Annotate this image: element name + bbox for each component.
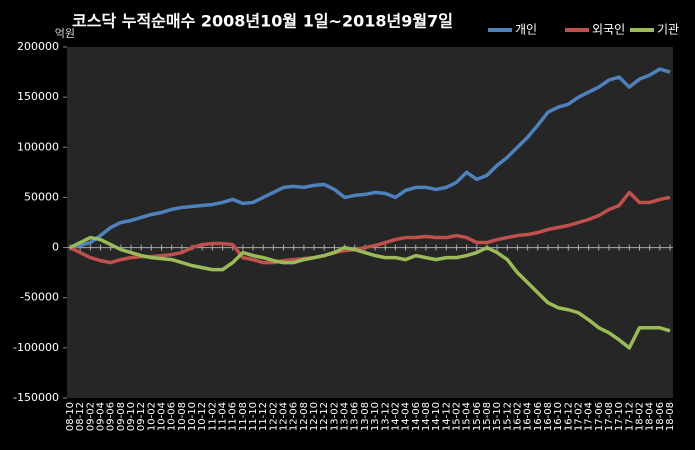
x-tick-label: 10-06	[167, 402, 178, 431]
x-tick-label: 14-08	[421, 402, 432, 431]
x-tick-label: 09-10	[126, 402, 137, 431]
x-tick-label: 14-12	[441, 402, 452, 431]
x-tick-label: 17-04	[584, 402, 595, 431]
x-tick-label: 11-02	[207, 402, 218, 431]
x-tick-label: 16-02	[512, 402, 523, 431]
x-tick-label: 18-02	[634, 402, 645, 431]
x-tick-label: 16-08	[543, 402, 554, 431]
x-tick-label: 09-04	[96, 402, 107, 431]
x-tick-label: 14-06	[411, 402, 422, 431]
x-tick-label: 13-10	[370, 402, 381, 431]
y-unit: 억원	[55, 27, 75, 40]
x-tick-label: 11-08	[238, 402, 249, 431]
y-tick-label: 50000	[24, 190, 59, 203]
x-tick-label: 14-04	[401, 402, 412, 431]
x-tick-label: 16-12	[563, 402, 574, 431]
x-tick-label: 11-04	[218, 402, 229, 431]
x-tick-label: 15-08	[482, 402, 493, 431]
y-tick-label: 100000	[17, 140, 59, 153]
x-tick-label: 11-12	[258, 402, 269, 431]
x-tick-label: 15-06	[472, 402, 483, 431]
x-tick-label: 13-02	[329, 402, 340, 431]
y-tick-label: -100000	[13, 341, 59, 354]
chart-title: 코스닥 누적순매수 2008년10월 1일~2018년9월7일	[72, 12, 453, 31]
x-tick-label: 13-04	[340, 402, 351, 431]
x-tick-label: 15-04	[462, 402, 473, 431]
x-tick-label: 16-04	[523, 402, 534, 431]
x-tick-label: 10-10	[187, 402, 198, 431]
x-tick-label: 09-06	[106, 402, 117, 431]
x-tick-label: 18-04	[645, 402, 656, 431]
x-tick-label: 11-06	[228, 402, 239, 431]
x-tick-label: 15-12	[502, 402, 513, 431]
x-tick-label: 12-02	[268, 402, 279, 431]
x-tick-label: 12-10	[309, 402, 320, 431]
series-line	[69, 67, 671, 250]
plot-area	[67, 47, 673, 398]
x-tick-label: 09-02	[85, 402, 96, 431]
legend-label: 외국인	[592, 23, 625, 37]
y-tick-label: 150000	[17, 90, 59, 103]
x-tick-label: 10-12	[197, 402, 208, 431]
series-line	[69, 190, 671, 265]
x-tick-label: 18-06	[655, 402, 666, 431]
x-tick-label: 15-02	[451, 402, 462, 431]
x-tick-label: 10-04	[157, 402, 168, 431]
x-tick-label: 14-02	[390, 402, 401, 431]
y-tick-label: 200000	[17, 40, 59, 53]
x-tick-label: 17-12	[624, 402, 635, 431]
x-tick-label: 09-12	[136, 402, 147, 431]
x-tick-label: 17-02	[573, 402, 584, 431]
x-tick-label: 17-10	[614, 402, 625, 431]
x-tick-label: 08-12	[75, 402, 86, 431]
y-tick-label: -50000	[20, 291, 59, 304]
x-tick-label: 14-10	[431, 402, 442, 431]
legend-label: 기관	[657, 23, 679, 37]
legend-label: 개인	[515, 23, 537, 37]
x-tick-label: 13-12	[380, 402, 391, 431]
y-tick-label: -150000	[13, 391, 59, 404]
x-tick-label: 13-06	[350, 402, 361, 431]
x-tick-label: 12-08	[299, 402, 310, 431]
x-tick-label: 09-08	[116, 402, 127, 431]
x-tick-label: 12-06	[289, 402, 300, 431]
x-tick-label: 16-06	[533, 402, 544, 431]
x-tick-label: 12-04	[279, 402, 290, 431]
x-tick-label: 08-10	[65, 402, 76, 431]
x-tick-label: 11-10	[248, 402, 259, 431]
y-tick-label: 0	[52, 241, 59, 254]
x-tick-label: 12-12	[319, 402, 330, 431]
x-tick-label: 10-08	[177, 402, 188, 431]
x-tick-label: 15-10	[492, 402, 503, 431]
x-tick-label: 16-10	[553, 402, 564, 431]
x-tick-label: 17-06	[594, 402, 605, 431]
series-line	[69, 235, 671, 350]
x-tick-label: 17-08	[604, 402, 615, 431]
x-tick-label: 10-02	[146, 402, 157, 431]
x-tick-label: 13-08	[360, 402, 371, 431]
x-tick-label: 18-08	[665, 402, 676, 431]
